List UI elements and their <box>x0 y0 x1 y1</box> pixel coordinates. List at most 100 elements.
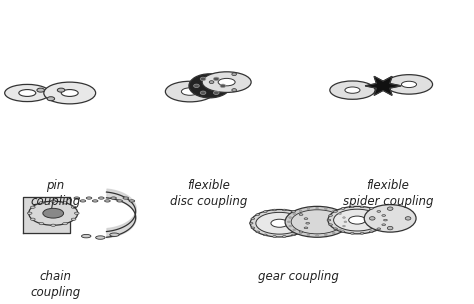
Ellipse shape <box>27 212 32 214</box>
Polygon shape <box>23 198 70 233</box>
Ellipse shape <box>63 202 67 204</box>
Ellipse shape <box>273 236 276 237</box>
Text: gear coupling: gear coupling <box>258 271 339 283</box>
Ellipse shape <box>71 206 76 208</box>
Ellipse shape <box>19 90 36 96</box>
Ellipse shape <box>39 202 44 204</box>
Ellipse shape <box>338 229 341 231</box>
Ellipse shape <box>165 81 214 102</box>
Ellipse shape <box>61 90 78 96</box>
Ellipse shape <box>382 215 386 216</box>
Ellipse shape <box>334 228 337 230</box>
Ellipse shape <box>360 206 364 208</box>
Ellipse shape <box>51 200 55 202</box>
Ellipse shape <box>327 219 331 221</box>
Ellipse shape <box>369 217 375 220</box>
Ellipse shape <box>194 84 199 88</box>
Ellipse shape <box>293 229 296 231</box>
Ellipse shape <box>110 233 119 237</box>
Ellipse shape <box>401 81 417 88</box>
Ellipse shape <box>299 231 303 233</box>
Ellipse shape <box>74 197 80 199</box>
Ellipse shape <box>29 201 78 225</box>
Ellipse shape <box>334 211 337 212</box>
Ellipse shape <box>86 197 92 199</box>
Ellipse shape <box>200 77 206 81</box>
Ellipse shape <box>304 227 308 229</box>
Ellipse shape <box>350 233 354 234</box>
Ellipse shape <box>43 208 64 218</box>
Ellipse shape <box>364 205 416 232</box>
Ellipse shape <box>37 88 45 92</box>
Ellipse shape <box>218 78 235 86</box>
Ellipse shape <box>99 197 104 199</box>
Ellipse shape <box>369 208 373 209</box>
Ellipse shape <box>332 232 335 234</box>
Ellipse shape <box>304 218 308 219</box>
Ellipse shape <box>328 215 332 216</box>
Text: chain
coupling: chain coupling <box>30 271 81 299</box>
Ellipse shape <box>251 227 255 229</box>
Ellipse shape <box>256 214 260 216</box>
Ellipse shape <box>307 208 310 209</box>
Ellipse shape <box>360 233 364 234</box>
Ellipse shape <box>316 235 319 237</box>
Ellipse shape <box>5 85 50 102</box>
Ellipse shape <box>74 212 79 214</box>
Ellipse shape <box>30 218 35 220</box>
Ellipse shape <box>82 234 91 238</box>
Ellipse shape <box>341 208 345 209</box>
Ellipse shape <box>343 217 346 219</box>
Ellipse shape <box>123 197 128 199</box>
Ellipse shape <box>332 210 335 212</box>
Ellipse shape <box>405 217 411 220</box>
Ellipse shape <box>382 224 386 226</box>
Ellipse shape <box>299 232 302 234</box>
Ellipse shape <box>202 72 251 92</box>
Ellipse shape <box>328 224 332 226</box>
Ellipse shape <box>341 231 345 233</box>
Ellipse shape <box>324 208 327 209</box>
Ellipse shape <box>264 234 267 236</box>
Ellipse shape <box>369 231 373 233</box>
Ellipse shape <box>213 91 219 95</box>
Ellipse shape <box>63 223 67 225</box>
Ellipse shape <box>92 200 98 202</box>
Ellipse shape <box>292 211 295 212</box>
Ellipse shape <box>264 211 267 212</box>
Ellipse shape <box>377 211 381 212</box>
Ellipse shape <box>213 77 219 81</box>
Ellipse shape <box>285 206 349 237</box>
Ellipse shape <box>57 88 65 92</box>
Ellipse shape <box>306 223 310 224</box>
Ellipse shape <box>283 209 286 211</box>
Ellipse shape <box>287 221 290 223</box>
Ellipse shape <box>250 209 309 237</box>
Ellipse shape <box>220 84 226 88</box>
Ellipse shape <box>251 218 255 219</box>
Ellipse shape <box>338 213 341 215</box>
Ellipse shape <box>189 74 230 98</box>
Ellipse shape <box>71 218 76 220</box>
Ellipse shape <box>256 212 303 234</box>
Ellipse shape <box>316 207 319 209</box>
Ellipse shape <box>273 209 276 211</box>
Ellipse shape <box>349 216 365 224</box>
Ellipse shape <box>307 234 310 236</box>
Ellipse shape <box>283 236 286 237</box>
Ellipse shape <box>299 210 302 212</box>
Ellipse shape <box>209 81 214 84</box>
Text: flexible
disc coupling: flexible disc coupling <box>170 179 247 208</box>
Text: flexible
spider coupling: flexible spider coupling <box>343 179 433 208</box>
Ellipse shape <box>383 219 387 221</box>
Ellipse shape <box>387 226 393 230</box>
Ellipse shape <box>385 75 433 94</box>
Ellipse shape <box>289 217 292 219</box>
Ellipse shape <box>105 200 110 202</box>
Ellipse shape <box>343 225 346 227</box>
Ellipse shape <box>299 214 303 216</box>
Ellipse shape <box>324 234 327 236</box>
Ellipse shape <box>330 81 375 99</box>
Ellipse shape <box>344 221 347 223</box>
Ellipse shape <box>30 206 35 208</box>
